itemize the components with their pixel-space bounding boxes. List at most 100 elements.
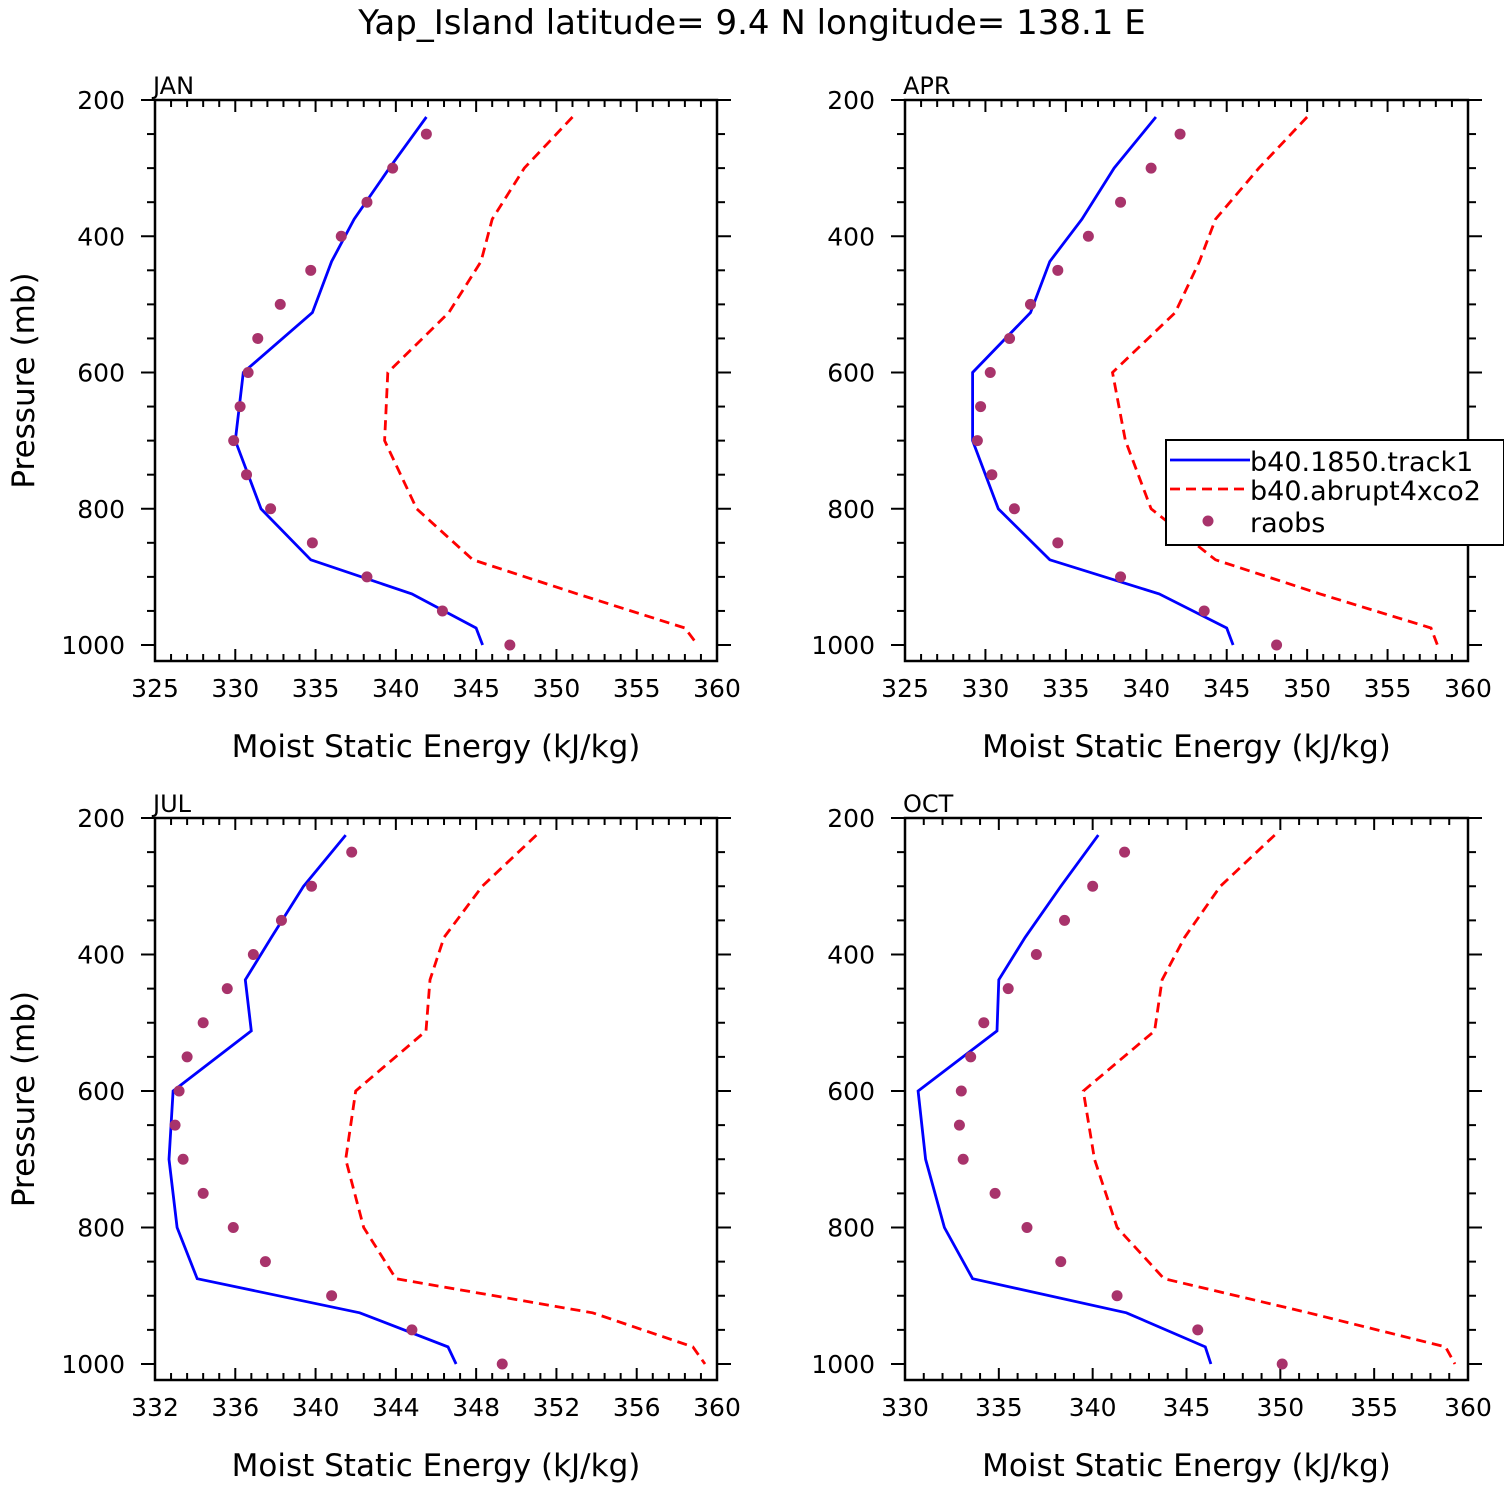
raobs-point bbox=[197, 1187, 209, 1199]
y-tick-label: 600 bbox=[827, 1077, 875, 1106]
track1-line bbox=[233, 116, 484, 646]
y-axis-title: Pressure (mb) bbox=[6, 991, 42, 1207]
x-tick-label: 340 bbox=[292, 1393, 340, 1422]
plot-frame bbox=[903, 816, 1470, 1382]
x-tick-label: 325 bbox=[131, 674, 179, 703]
panel-label: OCT bbox=[903, 790, 954, 818]
raobs-point bbox=[1052, 264, 1064, 276]
y-tick-label: 200 bbox=[827, 804, 875, 833]
x-axis-title: Moist Static Energy (kJ/kg) bbox=[982, 1448, 1391, 1484]
legend-label: b40.abrupt4xco2 bbox=[1250, 476, 1481, 507]
x-axis-title: Moist Static Energy (kJ/kg) bbox=[232, 1448, 641, 1484]
raobs-point bbox=[265, 503, 277, 515]
raobs-point bbox=[306, 880, 318, 892]
raobs-point bbox=[1021, 1222, 1033, 1233]
raobs-point bbox=[228, 435, 240, 447]
raobs-point bbox=[1111, 1290, 1123, 1302]
x-axis-title: Moist Static Energy (kJ/kg) bbox=[232, 729, 641, 765]
x-tick-label: 330 bbox=[211, 674, 259, 703]
legend-marker-raobs bbox=[1202, 515, 1214, 527]
abrupt4xco2-line bbox=[1110, 116, 1439, 646]
raobs-point bbox=[989, 1187, 1001, 1199]
y-tick-label: 600 bbox=[77, 1077, 125, 1106]
raobs-point bbox=[1115, 571, 1127, 583]
y-tick-label: 1000 bbox=[811, 631, 875, 660]
raobs-point bbox=[420, 128, 432, 140]
x-tick-label: 356 bbox=[613, 1393, 661, 1422]
raobs-point bbox=[1004, 332, 1016, 344]
y-tick-label: 200 bbox=[77, 86, 125, 115]
x-tick-label: 345 bbox=[1163, 1393, 1211, 1422]
raobs-point bbox=[241, 469, 253, 481]
abrupt4xco2-line bbox=[1081, 834, 1457, 1365]
x-tick-label: 330 bbox=[962, 674, 1010, 703]
x-tick-label: 336 bbox=[211, 1393, 259, 1422]
x-tick-label: 350 bbox=[1283, 674, 1331, 703]
legend-label: b40.1850.track1 bbox=[1250, 447, 1473, 478]
raobs-point bbox=[1024, 298, 1036, 310]
x-tick-label: 340 bbox=[1122, 674, 1170, 703]
raobs-point bbox=[1192, 1324, 1204, 1336]
y-tick-label: 400 bbox=[77, 222, 125, 251]
x-tick-label: 350 bbox=[533, 674, 581, 703]
raobs-point bbox=[965, 1051, 977, 1063]
raobs-point bbox=[1115, 196, 1127, 208]
raobs-point bbox=[361, 196, 373, 208]
panel-jan: JAN 325 330 335 340 345 350 355 360 200 400 600 800 1… bbox=[6, 72, 741, 765]
y-axis-title: Pressure (mb) bbox=[6, 272, 42, 488]
raobs-point bbox=[177, 1153, 189, 1165]
raobs-point bbox=[173, 1085, 185, 1097]
x-tick-label: 335 bbox=[292, 674, 340, 703]
raobs-point bbox=[326, 1290, 338, 1302]
raobs-point bbox=[305, 264, 317, 276]
x-tick-label: 330 bbox=[881, 1393, 929, 1422]
x-tick-label: 335 bbox=[975, 1393, 1023, 1422]
y-tick-label: 800 bbox=[827, 495, 875, 524]
raobs-point bbox=[986, 469, 998, 481]
raobs-point bbox=[346, 846, 358, 858]
raobs-point bbox=[247, 949, 259, 960]
raobs-point bbox=[955, 1085, 967, 1097]
x-tick-label: 350 bbox=[1256, 1393, 1304, 1422]
raobs-point bbox=[306, 537, 318, 549]
x-tick-label: 344 bbox=[372, 1393, 420, 1422]
panel-label: JUL bbox=[151, 790, 192, 818]
y-tick-label: 200 bbox=[77, 804, 125, 833]
x-tick-label: 345 bbox=[452, 674, 500, 703]
raobs-point bbox=[169, 1119, 181, 1131]
x-tick-label: 355 bbox=[613, 674, 661, 703]
x-tick-label: 360 bbox=[693, 674, 741, 703]
plot-frame bbox=[153, 98, 719, 663]
raobs-point bbox=[1174, 128, 1186, 140]
raobs-point bbox=[436, 605, 448, 617]
raobs-point bbox=[227, 1222, 239, 1233]
raobs-point bbox=[335, 230, 347, 242]
raobs-point bbox=[1052, 537, 1064, 549]
y-tick-label: 1000 bbox=[61, 631, 125, 660]
panel-label: APR bbox=[903, 72, 951, 100]
track1-line bbox=[167, 834, 458, 1365]
panel-oct: OCT 330 335 340 345 350 355 360 200 400 600 800 1000… bbox=[811, 790, 1491, 1484]
y-tick-label: 400 bbox=[827, 222, 875, 251]
raobs-point bbox=[197, 1017, 209, 1029]
x-tick-label: 352 bbox=[533, 1393, 581, 1422]
x-tick-label: 355 bbox=[1364, 674, 1412, 703]
plot-frame bbox=[153, 816, 719, 1382]
raobs-point bbox=[406, 1324, 418, 1336]
y-tick-label: 600 bbox=[77, 359, 125, 388]
raobs-point bbox=[274, 298, 286, 310]
y-tick-label: 600 bbox=[827, 359, 875, 388]
abrupt4xco2-line bbox=[383, 116, 699, 646]
raobs-point bbox=[984, 367, 996, 378]
raobs-point bbox=[975, 401, 987, 413]
track1-line bbox=[971, 116, 1235, 646]
raobs-point bbox=[234, 401, 246, 413]
raobs-point bbox=[1059, 914, 1071, 926]
y-tick-label: 400 bbox=[77, 941, 125, 970]
y-tick-label: 800 bbox=[77, 1214, 125, 1243]
x-tick-label: 355 bbox=[1350, 1393, 1398, 1422]
raobs-point bbox=[978, 1017, 990, 1029]
y-tick-label: 800 bbox=[827, 1214, 875, 1243]
